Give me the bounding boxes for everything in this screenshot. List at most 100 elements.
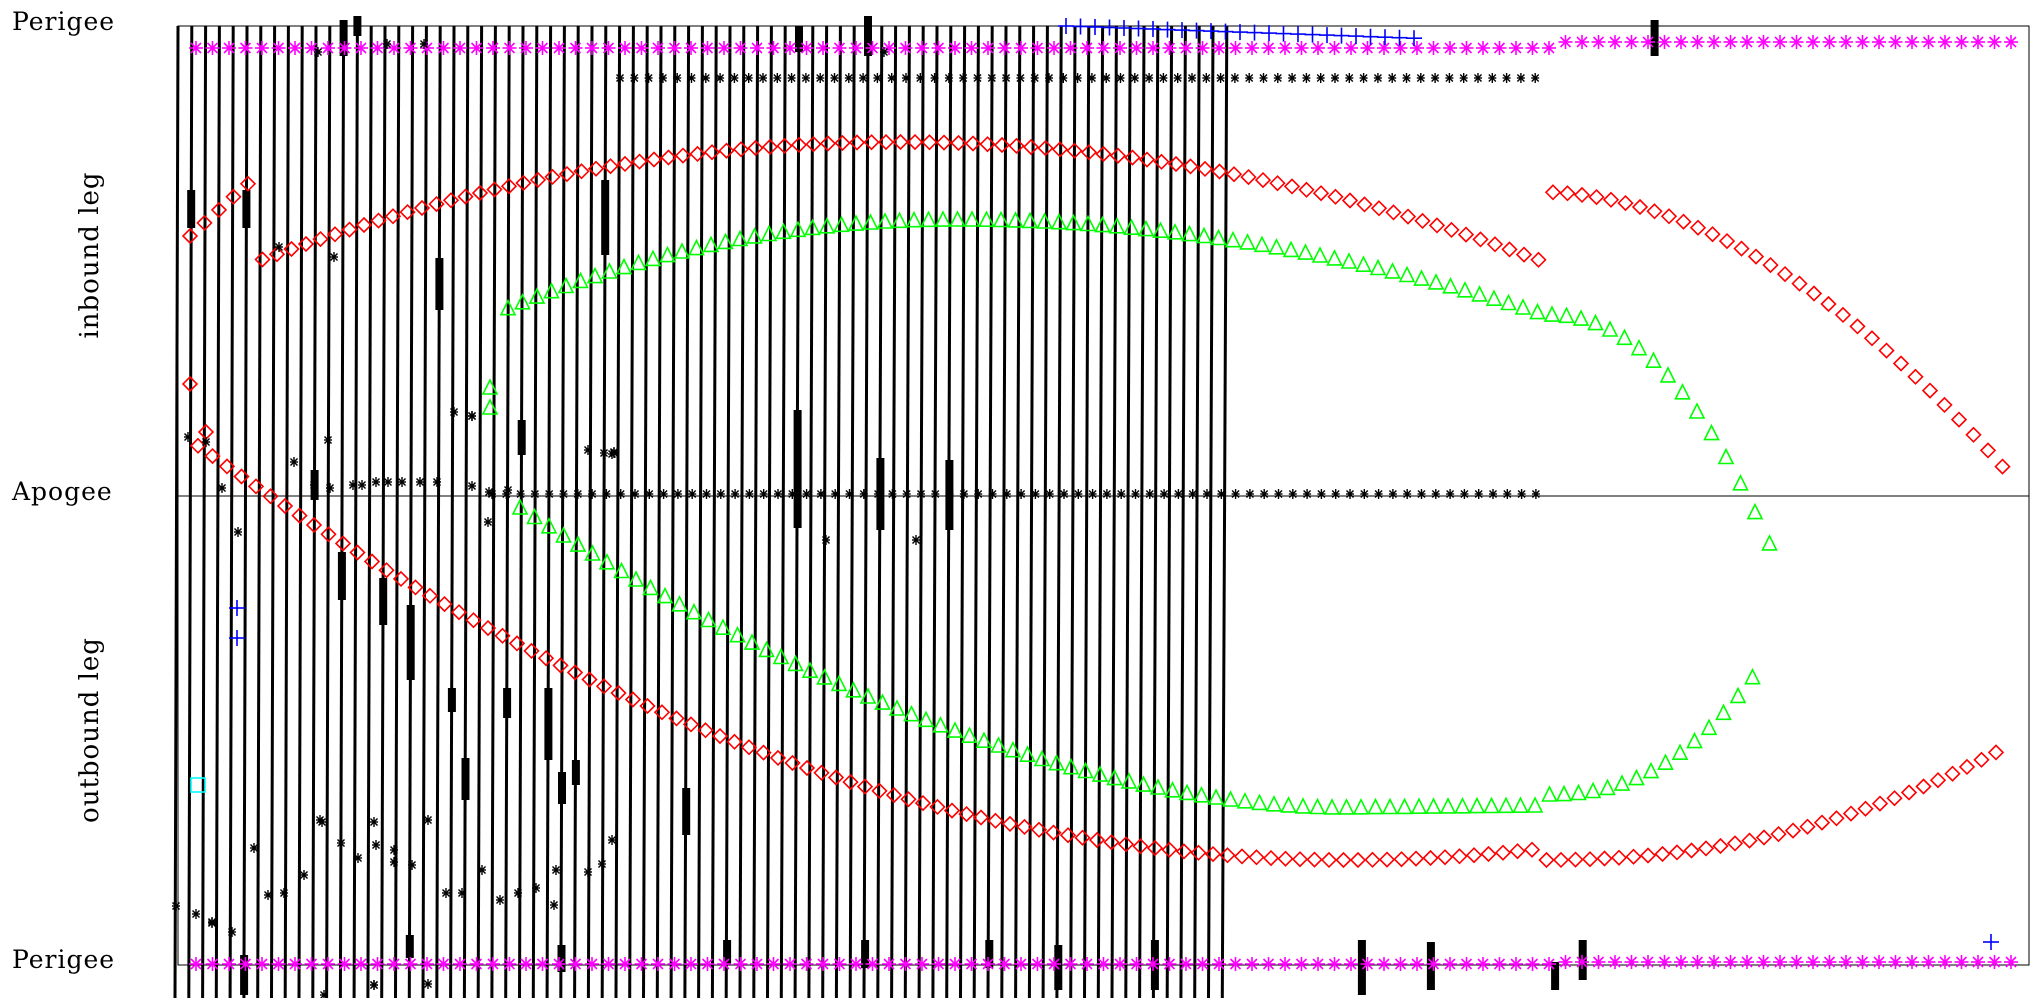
- magenta-star: [1953, 34, 1970, 50]
- diamond-marker: [1872, 795, 1888, 812]
- diamond-marker: [1393, 851, 1410, 868]
- magenta-star: [1821, 34, 1838, 50]
- black-star: [821, 534, 831, 546]
- diamond-marker: [248, 478, 264, 495]
- black-star: [513, 887, 523, 899]
- triangle-marker: [1384, 263, 1401, 279]
- diamond-marker: [1994, 458, 2011, 475]
- magenta-star: [1343, 956, 1359, 972]
- magenta-star: [699, 956, 716, 972]
- black-star: [616, 488, 626, 500]
- magenta-star: [1689, 34, 1706, 50]
- black-star: [1488, 488, 1498, 500]
- black-star: [816, 488, 826, 500]
- vertical-line: [1014, 25, 1022, 998]
- black-star: [915, 72, 925, 84]
- magenta-star: [782, 40, 798, 56]
- vertical-line: [352, 25, 359, 998]
- black-star: [1458, 72, 1469, 84]
- black-star: [441, 887, 451, 899]
- magenta-star: [584, 956, 600, 972]
- magenta-star: [1425, 956, 1442, 972]
- vertical-line: [380, 25, 387, 998]
- vertical-line: [1165, 25, 1174, 998]
- magenta-star: [1904, 954, 1920, 970]
- triangle-marker: [1599, 779, 1616, 796]
- black-star: [930, 488, 940, 500]
- black-star: [419, 38, 429, 50]
- black-star: [911, 534, 921, 546]
- diamond-marker: [1965, 426, 1982, 443]
- diamond-marker: [747, 140, 764, 156]
- diamond-marker: [1342, 192, 1358, 209]
- vertical-line: [201, 25, 208, 998]
- diamond-marker: [1379, 851, 1395, 868]
- diamond-marker: [1588, 189, 1605, 205]
- vertical-line: [311, 25, 318, 998]
- vertical-line: [1193, 25, 1201, 998]
- black-star: [299, 869, 309, 881]
- magenta-star: [1887, 34, 1904, 50]
- black-star: [873, 488, 883, 500]
- diamond-marker: [1327, 189, 1344, 205]
- magenta-star: [732, 956, 749, 972]
- magenta-star: [534, 956, 551, 972]
- magenta-star: [1788, 954, 1805, 970]
- black-star: [415, 476, 425, 488]
- black-star: [1359, 488, 1370, 500]
- magenta-star: [1128, 40, 1145, 56]
- thick-segment: [558, 772, 566, 804]
- black-star: [495, 894, 505, 906]
- black-star: [744, 72, 754, 84]
- magenta-star: [1260, 956, 1277, 972]
- vertical-line: [683, 25, 691, 998]
- diamond-marker: [1074, 829, 1091, 846]
- black-star: [1216, 488, 1227, 500]
- thick-segment: [406, 605, 415, 680]
- diamond-marker: [1654, 846, 1671, 862]
- black-star: [279, 887, 289, 899]
- black-star: [887, 488, 898, 500]
- diamond-marker: [1234, 848, 1250, 865]
- magenta-star: [1244, 956, 1260, 972]
- vertical-line: [1124, 25, 1132, 998]
- black-star: [715, 72, 725, 84]
- black-star: [801, 488, 812, 500]
- triangle-marker: [761, 225, 777, 242]
- diamond-marker: [1559, 185, 1576, 202]
- triangle-marker: [1309, 798, 1326, 815]
- diamond-marker: [1269, 175, 1286, 191]
- black-star: [716, 488, 726, 500]
- plus-marker: [1187, 21, 1206, 40]
- black-star: [249, 842, 259, 854]
- black-star: [829, 72, 840, 84]
- black-star: [1288, 488, 1298, 500]
- magenta-star: [567, 40, 584, 56]
- triangle-marker: [1225, 231, 1241, 248]
- magenta-star: [1541, 956, 1557, 972]
- vertical-line: [173, 25, 180, 998]
- triangle-marker: [1413, 270, 1430, 286]
- diamond-marker: [1226, 166, 1242, 182]
- magenta-star: [1079, 40, 1095, 56]
- triangle-marker: [1645, 352, 1662, 369]
- magenta-star: [1706, 34, 1722, 50]
- vertical-line: [1138, 25, 1146, 998]
- vertical-line: [270, 25, 277, 998]
- diamond-marker: [1487, 236, 1503, 253]
- black-star: [959, 488, 969, 500]
- magenta-star: [287, 956, 303, 972]
- magenta-star: [419, 40, 435, 56]
- vertical-line: [614, 25, 622, 998]
- vertical-line: [903, 25, 911, 998]
- black-star: [1373, 72, 1383, 84]
- black-star: [515, 488, 526, 500]
- vertical-line: [394, 25, 401, 998]
- black-star: [1358, 72, 1369, 84]
- black-star: [1373, 488, 1384, 500]
- magenta-star: [864, 956, 881, 972]
- magenta-star: [1557, 34, 1574, 50]
- triangle-marker: [572, 272, 589, 289]
- diamond-marker: [1907, 368, 1924, 385]
- black-star: [1387, 72, 1397, 84]
